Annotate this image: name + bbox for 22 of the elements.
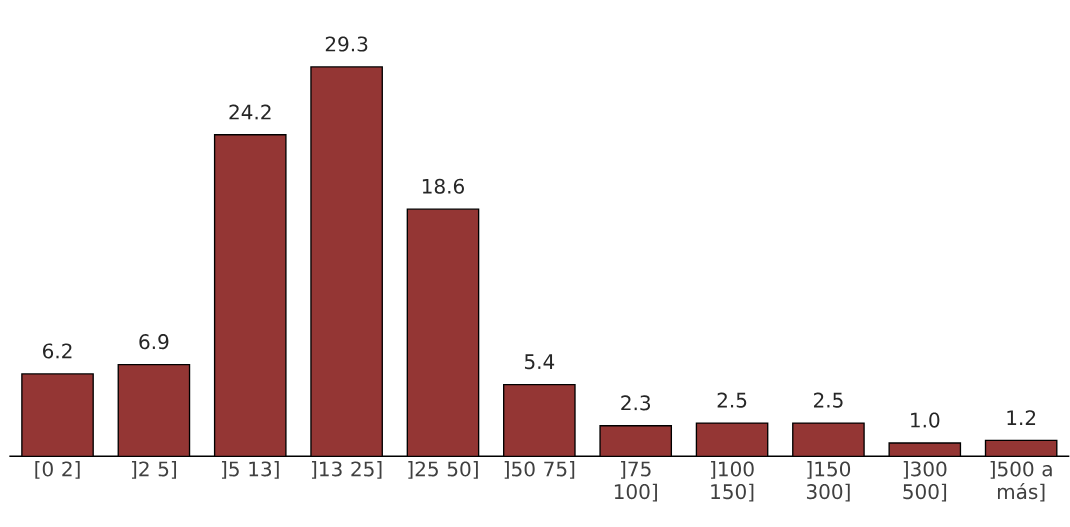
data-label: 2.5 [813, 392, 843, 408]
x-tick-label: ]75 100] [614, 461, 657, 502]
data-label: 1.0 [911, 412, 940, 428]
x-tick-label: ]150 300] [806, 461, 851, 502]
x-tick-label: ]2 5] [131, 461, 177, 479]
data-label: 24.2 [229, 104, 271, 120]
data-label: 2.3 [621, 395, 650, 411]
x-tick-label: [0 2] [35, 461, 80, 479]
x-tick-label: ]13 25] [311, 461, 382, 479]
x-tick-label: ]50 75] [504, 461, 575, 479]
data-label: 6.9 [139, 334, 169, 350]
data-label: 2.5 [717, 392, 747, 408]
x-tick-label: ]25 50] [408, 461, 478, 479]
x-tick-label: ]300 500] [903, 461, 947, 502]
data-label: 29.3 [325, 36, 368, 52]
x-tick-label: ]100 150] [711, 461, 754, 502]
data-label: 6.2 [43, 343, 72, 359]
data-label: 18.6 [422, 178, 464, 194]
data-label: 5.4 [524, 354, 555, 370]
data-label: 1.2 [1007, 410, 1036, 425]
x-tick-label: ]500 a más] [990, 461, 1052, 502]
x-tick-label: ]5 13] [221, 461, 279, 479]
